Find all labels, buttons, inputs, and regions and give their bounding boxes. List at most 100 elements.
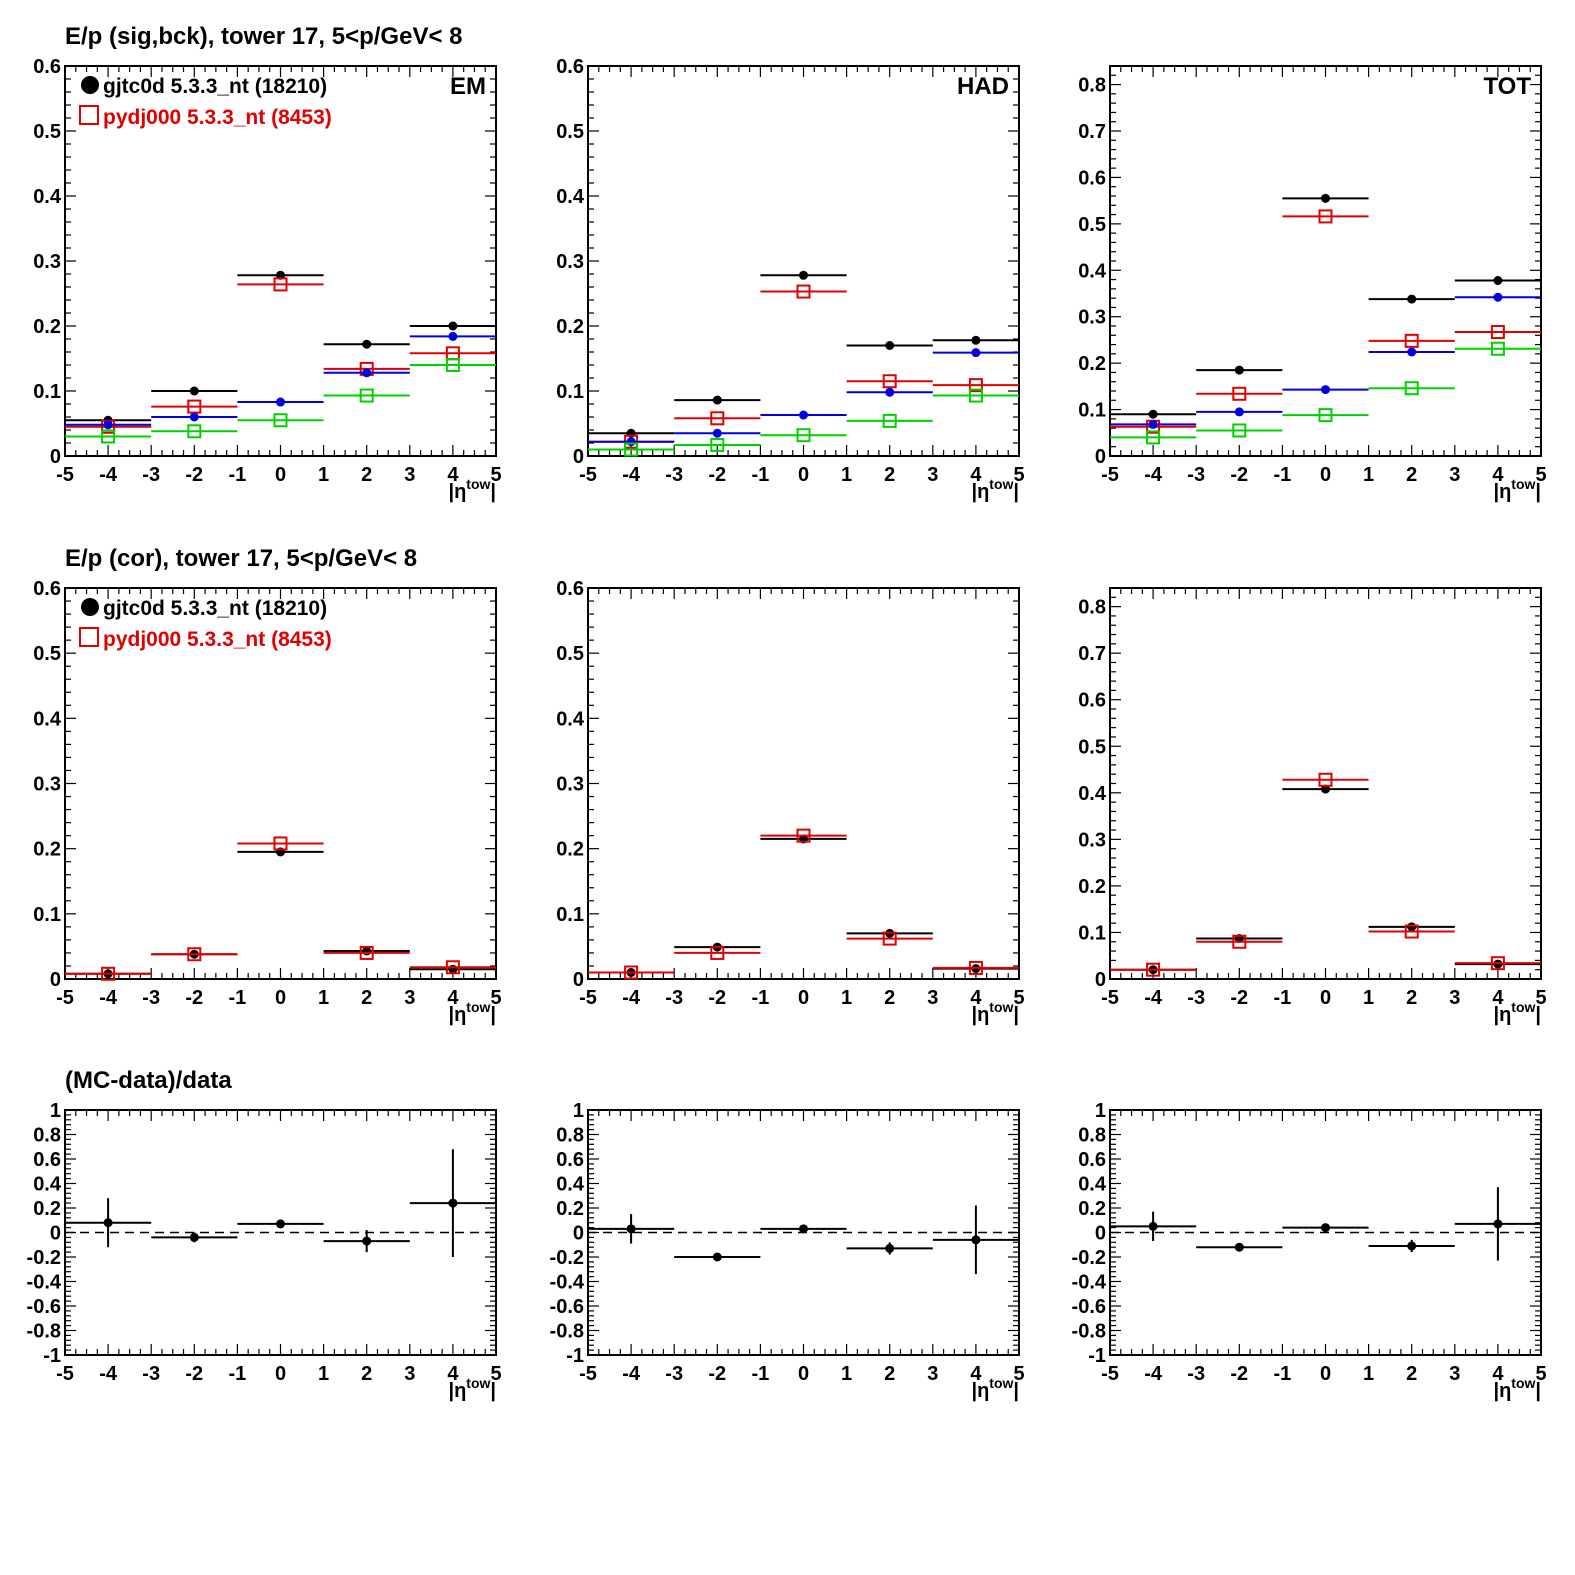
x-tick-label: -5 — [1101, 464, 1119, 486]
data-point — [710, 945, 725, 960]
x-axis-label: |ηtow| — [448, 999, 496, 1026]
corner-label: HAD — [957, 73, 1009, 100]
x-axis-label: |ηtow| — [1493, 476, 1541, 503]
data-point — [882, 413, 897, 428]
y-tick-label: 0.6 — [33, 56, 61, 78]
y-tick-label: 0.8 — [33, 1125, 61, 1147]
data-point — [1493, 1219, 1503, 1229]
data-point — [273, 413, 288, 428]
y-tick-label: 0 — [573, 1223, 584, 1245]
data-point — [882, 931, 897, 946]
y-tick-label: 0.3 — [1078, 829, 1106, 851]
x-tick-label: 0 — [1320, 987, 1331, 1009]
data-point — [362, 1236, 372, 1246]
x-tick-label: -5 — [579, 1363, 597, 1385]
y-tick-label: -0.8 — [27, 1321, 61, 1343]
y-tick-label: 0 — [1095, 1223, 1106, 1245]
data-point — [1232, 934, 1247, 949]
series-blue — [1110, 292, 1541, 429]
legend-data-marker — [81, 76, 99, 94]
data-point — [710, 411, 725, 426]
x-tick-label: 1 — [318, 987, 329, 1009]
panel-sig-bck-had: -5 -4 -3 -2 -1 0 1 2 3 4 5|ηtow| 0 0.1 0.2 0.3 0.4 0.5 0.… — [556, 56, 1024, 503]
y-tick-label: -0.2 — [27, 1247, 61, 1269]
y-tick-label: 0.3 — [556, 251, 584, 273]
data-point — [885, 341, 895, 350]
x-tick-label: -5 — [579, 987, 597, 1009]
data-point — [796, 428, 811, 443]
data-point — [1321, 385, 1330, 395]
y-tick-label: 0 — [1095, 969, 1106, 991]
y-tick-label: 1 — [1095, 1100, 1106, 1122]
data-point — [1234, 365, 1244, 375]
y-tick-label: -0.4 — [550, 1272, 585, 1294]
panel-sig-bck-tot: -5 -4 -3 -2 -1 0 1 2 3 4 5|ηtow| 0 0.1 0.2 0.3 0.4 0.5 0.… — [1078, 65, 1547, 503]
x-tick-label: 0 — [798, 1363, 809, 1385]
x-tick-label: -1 — [1274, 464, 1292, 486]
x-tick-label: 3 — [1449, 464, 1460, 486]
data-point — [273, 277, 288, 292]
x-tick-label: 5 — [1535, 464, 1546, 486]
data-point — [1234, 407, 1244, 417]
x-tick-label: -3 — [142, 1363, 160, 1385]
x-tick-label: 2 — [361, 987, 372, 1009]
y-tick-label: 0.6 — [556, 56, 584, 78]
x-axis-label: |ηtow| — [448, 1375, 496, 1402]
x-tick-label: -2 — [1230, 1363, 1248, 1385]
y-tick-label: -0.8 — [550, 1321, 584, 1343]
series-data — [588, 1205, 1019, 1275]
y-tick-label: 0.2 — [556, 1198, 584, 1220]
x-tick-label: 1 — [841, 987, 852, 1009]
x-tick-label: -3 — [1187, 464, 1205, 486]
data-point — [712, 1252, 722, 1262]
data-point — [624, 965, 639, 980]
series-blue — [588, 348, 1019, 447]
x-axis-label: |ηtow| — [971, 999, 1019, 1026]
data-point — [1490, 341, 1505, 356]
data-point — [1148, 419, 1158, 429]
data-point — [885, 1243, 895, 1253]
x-tick-label: -2 — [708, 1363, 726, 1385]
x-axis-label: |ηtow| — [1493, 999, 1541, 1026]
x-tick-label: 4 — [447, 464, 459, 486]
panel-ratio-em: -5 -4 -3 -2 -1 0 1 2 3 4 5|ηtow|-1-0.8-0.6-0.4-0.2… — [27, 1100, 502, 1402]
data-point — [1490, 325, 1505, 340]
x-tick-label: -4 — [1144, 1363, 1163, 1385]
data-point — [1148, 409, 1158, 419]
data-point — [968, 378, 983, 393]
panel-cor-em: -5 -4 -3 -2 -1 0 1 2 3 4 5|ηtow| 0 0.1 0.2 0.3 0.4 0.5 0.… — [33, 578, 501, 1026]
plot-frame — [587, 65, 1020, 457]
y-tick-label: 0.7 — [1078, 643, 1106, 665]
x-tick-label: 4 — [970, 1363, 982, 1385]
data-point — [103, 420, 113, 430]
x-tick-label: 1 — [318, 1363, 329, 1385]
data-point — [626, 1224, 636, 1234]
legend-mc-marker — [79, 627, 99, 647]
y-tick-label: -0.6 — [27, 1296, 61, 1318]
legend-data-marker — [81, 598, 99, 616]
y-tick-label: -0.6 — [1072, 1296, 1106, 1318]
data-point — [712, 395, 722, 405]
data-point — [273, 836, 288, 851]
data-point — [796, 284, 811, 299]
x-tick-label: -2 — [185, 1363, 203, 1385]
x-tick-label: 0 — [275, 1363, 286, 1385]
plot-frame — [587, 587, 1020, 980]
x-tick-label: -1 — [229, 464, 247, 486]
y-tick-label: 0.2 — [1078, 1198, 1106, 1220]
data-point — [796, 828, 811, 843]
data-point — [1321, 193, 1330, 203]
y-tick-label: -0.6 — [550, 1296, 584, 1318]
series-data — [65, 847, 496, 979]
y-tick-label: 0.5 — [556, 121, 584, 143]
y-tick-label: -0.2 — [1072, 1247, 1106, 1269]
y-tick-label: 0.3 — [1078, 307, 1106, 329]
y-tick-label: 0.2 — [1078, 876, 1106, 898]
data-point — [101, 966, 116, 981]
x-tick-label: -4 — [99, 464, 118, 486]
y-tick-label: 0.5 — [33, 643, 61, 665]
x-tick-label: 2 — [1406, 1363, 1417, 1385]
x-tick-label: -2 — [1230, 987, 1248, 1009]
x-tick-label: 1 — [841, 464, 852, 486]
